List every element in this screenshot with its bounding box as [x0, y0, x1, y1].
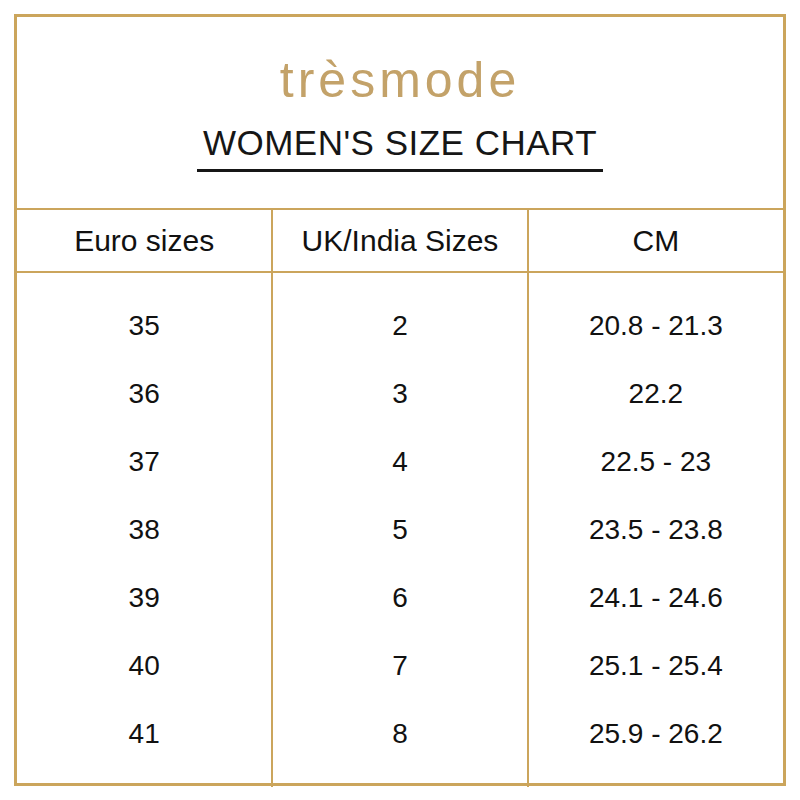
cell-cm-range: 24.1 - 24.6 [528, 564, 783, 632]
cell-euro-size: 37 [17, 428, 272, 496]
page-title: WOMEN'S SIZE CHART [197, 124, 603, 172]
cell-euro-size: 35 [17, 272, 272, 360]
cell-uk-india-size: 4 [272, 428, 527, 496]
cell-uk-india-size: 5 [272, 496, 527, 564]
cell-uk-india-size: 2 [272, 272, 527, 360]
cell-uk-india-size: 8 [272, 700, 527, 787]
table-row: 41 8 25.9 - 26.2 [17, 700, 783, 787]
table-row: 35 2 20.8 - 21.3 [17, 272, 783, 360]
table-row: 37 4 22.5 - 23 [17, 428, 783, 496]
table-row: 36 3 22.2 [17, 360, 783, 428]
size-chart-table: Euro sizes UK/India Sizes CM 35 2 20.8 -… [17, 208, 783, 787]
table-row: 38 5 23.5 - 23.8 [17, 496, 783, 564]
brand-logo: trèsmode [280, 53, 520, 108]
cell-cm-range: 25.1 - 25.4 [528, 632, 783, 700]
cell-euro-size: 36 [17, 360, 272, 428]
brand-area: trèsmode WOMEN'S SIZE CHART [17, 17, 783, 208]
cell-uk-india-size: 3 [272, 360, 527, 428]
table-header: Euro sizes UK/India Sizes CM [17, 209, 783, 272]
table-row: 39 6 24.1 - 24.6 [17, 564, 783, 632]
table-row: 40 7 25.1 - 25.4 [17, 632, 783, 700]
column-header-euro-sizes: Euro sizes [17, 209, 272, 272]
table-body: 35 2 20.8 - 21.3 36 3 22.2 37 4 22.5 - 2… [17, 272, 783, 787]
cell-euro-size: 38 [17, 496, 272, 564]
cell-uk-india-size: 7 [272, 632, 527, 700]
header-row: Euro sizes UK/India Sizes CM [17, 209, 783, 272]
cell-euro-size: 40 [17, 632, 272, 700]
cell-uk-india-size: 6 [272, 564, 527, 632]
cell-euro-size: 41 [17, 700, 272, 787]
cell-cm-range: 20.8 - 21.3 [528, 272, 783, 360]
size-chart-frame: trèsmode WOMEN'S SIZE CHART Euro sizes U… [14, 14, 786, 786]
cell-cm-range: 25.9 - 26.2 [528, 700, 783, 787]
cell-cm-range: 22.2 [528, 360, 783, 428]
column-header-cm: CM [528, 209, 783, 272]
cell-euro-size: 39 [17, 564, 272, 632]
column-header-uk-india-sizes: UK/India Sizes [272, 209, 527, 272]
cell-cm-range: 23.5 - 23.8 [528, 496, 783, 564]
cell-cm-range: 22.5 - 23 [528, 428, 783, 496]
